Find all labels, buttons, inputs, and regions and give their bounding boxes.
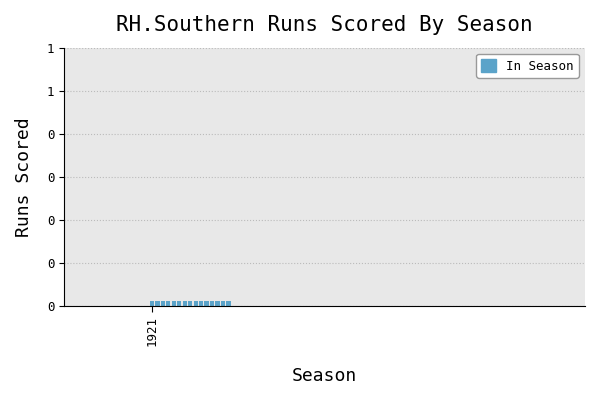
Bar	[215, 302, 220, 306]
Bar	[194, 302, 198, 306]
Bar	[155, 302, 160, 306]
Bar	[149, 302, 154, 306]
Bar	[199, 302, 203, 306]
Bar	[166, 302, 170, 306]
X-axis label: Season: Season	[292, 367, 357, 385]
Bar	[161, 302, 165, 306]
Legend: In Season: In Season	[476, 54, 579, 78]
Bar	[188, 302, 193, 306]
Y-axis label: Runs Scored: Runs Scored	[15, 117, 33, 236]
Bar	[177, 302, 181, 306]
Bar	[182, 302, 187, 306]
Title: RH.Southern Runs Scored By Season: RH.Southern Runs Scored By Season	[116, 15, 533, 35]
Bar	[221, 302, 226, 306]
Bar	[205, 302, 209, 306]
Bar	[210, 302, 214, 306]
Bar	[226, 302, 231, 306]
Bar	[172, 302, 176, 306]
